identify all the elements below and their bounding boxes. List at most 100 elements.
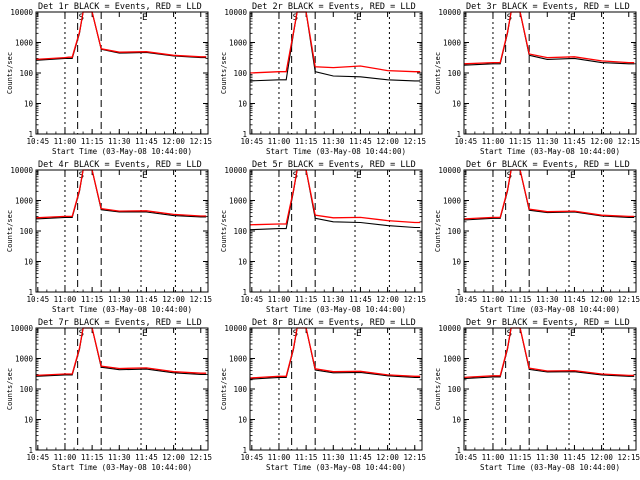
x-tick-label: 11:30 — [536, 453, 559, 462]
y-tick-label: 1 — [28, 130, 33, 139]
y-tick-label: 1 — [242, 288, 247, 297]
y-tick-label: 10000 — [10, 324, 33, 333]
y-tick-label: 10 — [452, 416, 462, 425]
x-tick-label: 11:30 — [322, 137, 345, 146]
y-tick-label: 10 — [24, 258, 34, 267]
x-tick-label: 10:45 — [455, 137, 478, 146]
x-tick-label: 12:15 — [403, 137, 426, 146]
x-tick-label: 12:00 — [162, 295, 185, 304]
marker-label: S — [79, 329, 84, 339]
events-series-line — [35, 11, 207, 61]
panel-title: Det 4r BLACK = Events, RED = LLD — [38, 160, 202, 170]
x-tick-label: 10:45 — [241, 295, 264, 304]
x-tick-label: 12:15 — [403, 295, 426, 304]
x-tick-label: 11:15 — [295, 137, 318, 146]
marker-label: E — [570, 171, 575, 181]
x-tick-label: 12:15 — [617, 295, 640, 304]
x-tick-label: 11:45 — [135, 295, 158, 304]
lld-series-line — [463, 169, 635, 220]
y-tick-label: 1 — [242, 446, 247, 455]
x-tick-label: 11:00 — [482, 295, 505, 304]
x-tick-label: 11:30 — [536, 295, 559, 304]
y-tick-label: 10 — [238, 416, 248, 425]
y-axis-label: Counts/sec — [220, 52, 228, 94]
plot-frame — [249, 327, 423, 451]
lld-series-line — [249, 169, 421, 226]
y-tick-label: 100 — [233, 227, 247, 236]
y-tick-label: 1000 — [443, 197, 462, 206]
plot-frame — [463, 11, 637, 135]
panel-2: Det 2r BLACK = Events, RED = LLD Counts/s… — [220, 2, 426, 156]
y-axis-label: Counts/sec — [434, 210, 442, 252]
y-tick-label: 100 — [19, 227, 33, 236]
plot-frame — [249, 11, 423, 135]
x-axis-label: Start Time (03-May-08 10:44:00) — [266, 463, 406, 472]
y-tick-label: 10000 — [224, 166, 247, 175]
x-tick-label: 11:00 — [54, 295, 77, 304]
y-tick-label: 1000 — [443, 39, 462, 48]
x-axis-label: Start Time (03-May-08 10:44:00) — [480, 463, 620, 472]
y-tick-label: 1000 — [443, 355, 462, 364]
marker-label: S — [293, 13, 298, 23]
x-tick-label: 12:00 — [162, 453, 185, 462]
x-tick-label: 12:00 — [590, 453, 613, 462]
x-axis-label: Start Time (03-May-08 10:44:00) — [480, 305, 620, 314]
plot-frame — [249, 169, 423, 293]
marker-label: S — [507, 13, 512, 23]
y-tick-label: 10 — [238, 258, 248, 267]
lld-series-line — [35, 169, 207, 219]
panel-6: Det 6r BLACK = Events, RED = LLD Counts/s… — [434, 160, 640, 314]
panel-title: Det 7r BLACK = Events, RED = LLD — [38, 318, 202, 328]
y-axis-label: Counts/sec — [6, 52, 14, 94]
panel-title: Det 9r BLACK = Events, RED = LLD — [466, 318, 630, 328]
x-tick-label: 11:15 — [509, 453, 532, 462]
panel-3: Det 3r BLACK = Events, RED = LLD Counts/s… — [434, 2, 640, 156]
x-tick-label: 11:45 — [135, 453, 158, 462]
y-axis-label: Counts/sec — [434, 52, 442, 94]
marker-label: E — [570, 329, 575, 339]
x-tick-label: 11:30 — [322, 295, 345, 304]
x-tick-label: 11:30 — [108, 295, 131, 304]
x-tick-label: 12:00 — [590, 295, 613, 304]
lld-series-line — [463, 11, 635, 65]
x-tick-label: 12:00 — [162, 137, 185, 146]
x-axis-label: Start Time (03-May-08 10:44:00) — [480, 147, 620, 156]
x-axis-label: Start Time (03-May-08 10:44:00) — [266, 147, 406, 156]
x-tick-label: 11:30 — [322, 453, 345, 462]
x-tick-label: 10:45 — [455, 453, 478, 462]
y-axis-label: Counts/sec — [220, 210, 228, 252]
y-tick-label: 100 — [447, 227, 461, 236]
panel-title: Det 6r BLACK = Events, RED = LLD — [466, 160, 630, 170]
x-tick-label: 11:15 — [81, 137, 104, 146]
panel-5: Det 5r BLACK = Events, RED = LLD Counts/s… — [220, 160, 426, 314]
y-tick-label: 1 — [28, 288, 33, 297]
marker-label: S — [293, 329, 298, 339]
x-tick-label: 12:15 — [189, 453, 212, 462]
x-tick-label: 10:45 — [27, 137, 50, 146]
x-tick-label: 11:45 — [349, 137, 372, 146]
y-tick-label: 1 — [456, 130, 461, 139]
y-tick-label: 1 — [456, 446, 461, 455]
x-tick-label: 11:30 — [108, 137, 131, 146]
x-tick-label: 11:15 — [81, 453, 104, 462]
x-tick-label: 11:30 — [108, 453, 131, 462]
lld-series-line — [35, 11, 207, 61]
marker-label: E — [142, 171, 147, 181]
x-tick-label: 11:45 — [563, 137, 586, 146]
x-tick-label: 12:00 — [376, 453, 399, 462]
panel-title: Det 1r BLACK = Events, RED = LLD — [38, 2, 202, 12]
marker-label: E — [356, 13, 361, 23]
y-tick-label: 10000 — [10, 8, 33, 17]
y-tick-label: 10000 — [438, 324, 461, 333]
marker-label: S — [79, 13, 84, 23]
y-tick-label: 100 — [233, 69, 247, 78]
panel-title: Det 8r BLACK = Events, RED = LLD — [252, 318, 416, 328]
y-axis-label: Counts/sec — [6, 210, 14, 252]
lld-series-line — [35, 327, 207, 377]
marker-label: S — [507, 329, 512, 339]
y-tick-label: 10 — [452, 258, 462, 267]
y-tick-label: 1000 — [229, 39, 248, 48]
x-axis-label: Start Time (03-May-08 10:44:00) — [266, 305, 406, 314]
y-tick-label: 10000 — [224, 8, 247, 17]
y-tick-label: 10 — [24, 416, 34, 425]
